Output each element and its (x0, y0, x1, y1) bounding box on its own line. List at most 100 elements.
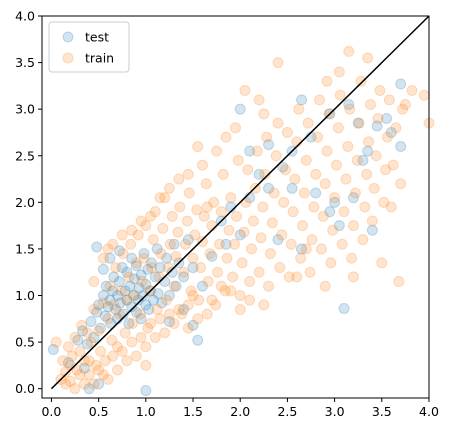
data-point-train (368, 182, 380, 194)
data-point-train (327, 224, 339, 236)
data-point-test (352, 117, 364, 129)
data-point-test (152, 288, 164, 300)
data-point-train (347, 220, 359, 232)
data-point-train (168, 317, 180, 329)
data-point-train (201, 308, 213, 320)
data-point-test (102, 301, 114, 313)
data-point-train (176, 308, 188, 320)
data-point-test (93, 378, 105, 390)
data-point-test (170, 280, 182, 292)
data-point-train (223, 224, 235, 236)
data-point-train (154, 313, 166, 325)
data-point-train (334, 89, 346, 101)
data-point-train (163, 308, 175, 320)
data-point-train (340, 173, 352, 185)
data-point-train (378, 196, 390, 208)
data-point-train (50, 336, 62, 348)
data-point-train (285, 238, 297, 250)
data-point-train (370, 150, 382, 162)
data-point-test (124, 280, 136, 292)
data-point-train (346, 252, 358, 264)
data-point-train (355, 75, 367, 87)
data-point-train (125, 238, 137, 250)
data-point-train (136, 276, 148, 288)
data-point-train (95, 345, 107, 357)
data-point-train (359, 201, 371, 213)
data-point-test (137, 290, 149, 302)
data-point-train (69, 331, 81, 343)
data-point-train (123, 271, 135, 283)
data-point-test (88, 331, 100, 343)
data-point-train (157, 222, 169, 234)
data-point-train (211, 145, 223, 157)
data-point-test (143, 303, 155, 315)
data-point-test (385, 126, 397, 138)
data-point-train (121, 294, 133, 306)
data-point-train (102, 313, 114, 325)
data-point-train (276, 229, 288, 241)
data-point-train (163, 182, 175, 194)
data-point-train (361, 168, 373, 180)
data-point-train (246, 243, 258, 255)
data-point-train (57, 355, 69, 367)
data-point-test (371, 120, 383, 132)
data-point-test (78, 362, 90, 374)
data-point-test (128, 290, 140, 302)
data-point-test (83, 383, 95, 395)
diagonal-reference-line (50, 15, 430, 390)
data-point-train (140, 359, 152, 371)
data-point-train (154, 192, 166, 204)
data-point-train (287, 206, 299, 218)
data-point-train (126, 336, 138, 348)
data-point-train (302, 117, 314, 129)
data-point-train (196, 159, 208, 171)
data-point-train (381, 131, 393, 143)
data-point-train (272, 117, 284, 129)
data-point-train (315, 243, 327, 255)
data-point-train (185, 285, 197, 297)
data-point-test (91, 241, 103, 253)
data-point-train (338, 206, 350, 218)
data-point-train (97, 369, 109, 381)
data-point-train (64, 359, 76, 371)
data-point-train (182, 168, 194, 180)
data-point-train (149, 331, 161, 343)
data-point-train (258, 108, 270, 120)
x-tick-label: 0.5 (89, 404, 109, 419)
legend-label-train: train (85, 51, 114, 66)
data-point-train (166, 210, 178, 222)
data-point-train (333, 66, 345, 78)
data-point-test (108, 271, 120, 283)
data-point-test (126, 252, 138, 264)
data-point-train (81, 327, 93, 339)
data-point-test (329, 196, 341, 208)
x-tick-label: 2.0 (230, 404, 250, 419)
data-point-train (230, 210, 242, 222)
data-point-train (64, 375, 76, 387)
data-point-train (88, 303, 100, 315)
data-point-train (227, 271, 239, 283)
data-point-train (242, 164, 254, 176)
data-point-train (261, 131, 273, 143)
data-point-train (217, 168, 229, 180)
data-point-test (95, 322, 107, 334)
data-point-train (259, 168, 271, 180)
data-point-train (78, 378, 90, 390)
data-point-train (155, 248, 167, 260)
data-point-train (97, 252, 109, 264)
data-point-train (97, 297, 109, 309)
data-point-train (173, 303, 185, 315)
data-point-train (116, 229, 128, 241)
y-tick-label: 3.5 (15, 55, 35, 70)
data-point-train (187, 290, 199, 302)
data-point-train (170, 250, 182, 262)
data-point-train (202, 276, 214, 288)
data-point-train (270, 150, 282, 162)
data-point-train (187, 252, 199, 264)
data-point-train (343, 45, 355, 57)
data-point-train (196, 235, 208, 247)
data-point-train (257, 201, 269, 213)
data-point-test (343, 99, 355, 111)
data-point-test (91, 306, 103, 318)
data-point-train (306, 234, 318, 246)
